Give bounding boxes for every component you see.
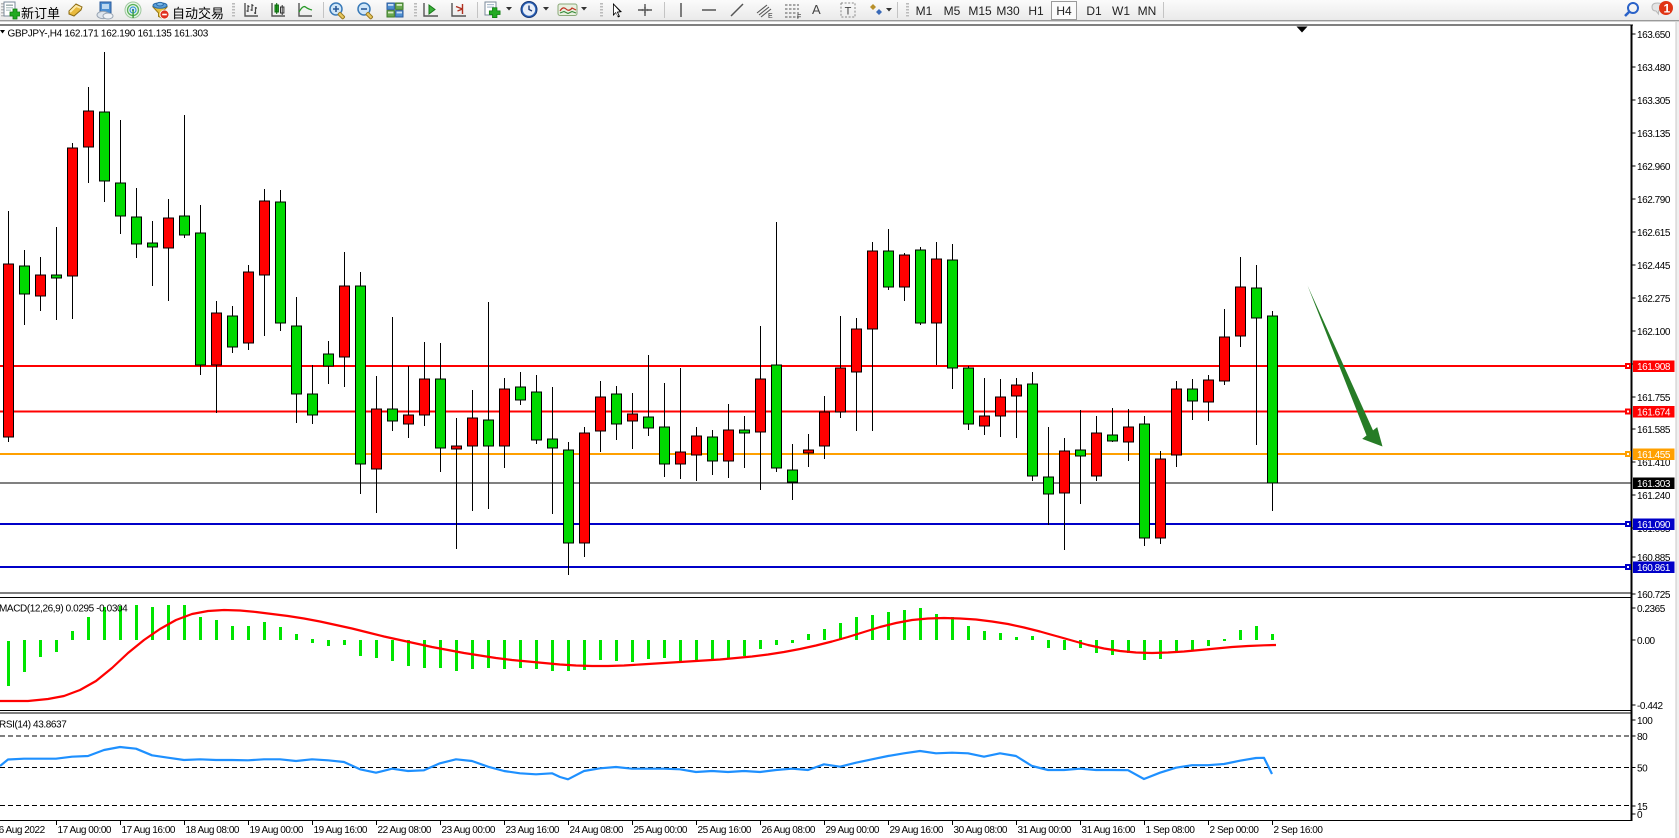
svg-text:29 Aug 16:00: 29 Aug 16:00 — [890, 825, 944, 836]
svg-text:161.908: 161.908 — [1637, 362, 1671, 373]
svg-text:163.305: 163.305 — [1637, 96, 1671, 107]
svg-text:80: 80 — [1637, 732, 1648, 743]
svg-text:26 Aug 08:00: 26 Aug 08:00 — [762, 825, 816, 836]
svg-text:RSI(14) 43.8637: RSI(14) 43.8637 — [0, 720, 67, 731]
svg-text:50: 50 — [1637, 764, 1648, 775]
svg-text:F: F — [797, 14, 801, 20]
svg-text:161.585: 161.585 — [1637, 425, 1671, 436]
svg-text:15: 15 — [1637, 802, 1648, 813]
svg-text:161.755: 161.755 — [1637, 393, 1671, 404]
svg-text:22 Aug 08:00: 22 Aug 08:00 — [378, 825, 432, 836]
svg-text:1: 1 — [1664, 2, 1671, 16]
svg-text:30 Aug 08:00: 30 Aug 08:00 — [954, 825, 1008, 836]
svg-text:162.445: 162.445 — [1637, 261, 1671, 272]
svg-text:24 Aug 08:00: 24 Aug 08:00 — [570, 825, 624, 836]
svg-text:23 Aug 16:00: 23 Aug 16:00 — [506, 825, 560, 836]
svg-text:23 Aug 00:00: 23 Aug 00:00 — [442, 825, 496, 836]
svg-text:161.410: 161.410 — [1637, 458, 1671, 469]
svg-text:0: 0 — [1637, 810, 1643, 821]
svg-text:0.00: 0.00 — [1637, 636, 1656, 647]
svg-text:-0.442: -0.442 — [1637, 701, 1664, 712]
svg-text:160.885: 160.885 — [1637, 553, 1671, 564]
svg-text:162.275: 162.275 — [1637, 294, 1671, 305]
svg-text:163.135: 163.135 — [1637, 129, 1671, 140]
svg-text:19 Aug 00:00: 19 Aug 00:00 — [250, 825, 304, 836]
svg-text:100: 100 — [1637, 716, 1653, 727]
svg-text:162.790: 162.790 — [1637, 195, 1671, 206]
svg-text:161.674: 161.674 — [1637, 408, 1671, 419]
svg-text:161.303: 161.303 — [1637, 479, 1671, 490]
svg-text:31 Aug 00:00: 31 Aug 00:00 — [1018, 825, 1072, 836]
svg-text:162.615: 162.615 — [1637, 228, 1671, 239]
svg-text:29 Aug 00:00: 29 Aug 00:00 — [826, 825, 880, 836]
svg-text:25 Aug 00:00: 25 Aug 00:00 — [634, 825, 688, 836]
svg-text:17 Aug 16:00: 17 Aug 16:00 — [122, 825, 176, 836]
svg-text:MACD(12,26,9) 0.0295 -0.0304: MACD(12,26,9) 0.0295 -0.0304 — [0, 604, 128, 615]
svg-text:161.240: 161.240 — [1637, 491, 1671, 502]
svg-text:2 Sep 16:00: 2 Sep 16:00 — [1274, 825, 1324, 836]
svg-text:31 Aug 16:00: 31 Aug 16:00 — [1082, 825, 1136, 836]
svg-text:160.725: 160.725 — [1637, 590, 1671, 601]
svg-text:163.480: 163.480 — [1637, 63, 1671, 74]
svg-text:160.861: 160.861 — [1637, 563, 1671, 574]
svg-text:GBPJPY-,H4 162.171 162.190 16: GBPJPY-,H4 162.171 162.190 161.135 161.3… — [8, 29, 209, 40]
svg-text:2 Sep 00:00: 2 Sep 00:00 — [1210, 825, 1260, 836]
svg-text:162.100: 162.100 — [1637, 327, 1671, 338]
svg-text:19 Aug 16:00: 19 Aug 16:00 — [314, 825, 368, 836]
svg-text:E: E — [768, 13, 773, 20]
svg-text:162.960: 162.960 — [1637, 162, 1671, 173]
svg-text:16 Aug 2022: 16 Aug 2022 — [0, 825, 46, 836]
svg-text:0.2365: 0.2365 — [1637, 604, 1666, 615]
svg-text:17 Aug 00:00: 17 Aug 00:00 — [58, 825, 112, 836]
svg-text:161.090: 161.090 — [1637, 520, 1671, 531]
svg-text:161.455: 161.455 — [1637, 450, 1671, 461]
svg-text:163.650: 163.650 — [1637, 30, 1671, 41]
svg-text:T: T — [845, 6, 852, 18]
svg-text:1 Sep 08:00: 1 Sep 08:00 — [1146, 825, 1196, 836]
svg-text:25 Aug 16:00: 25 Aug 16:00 — [698, 825, 752, 836]
svg-text:18 Aug 08:00: 18 Aug 08:00 — [186, 825, 240, 836]
